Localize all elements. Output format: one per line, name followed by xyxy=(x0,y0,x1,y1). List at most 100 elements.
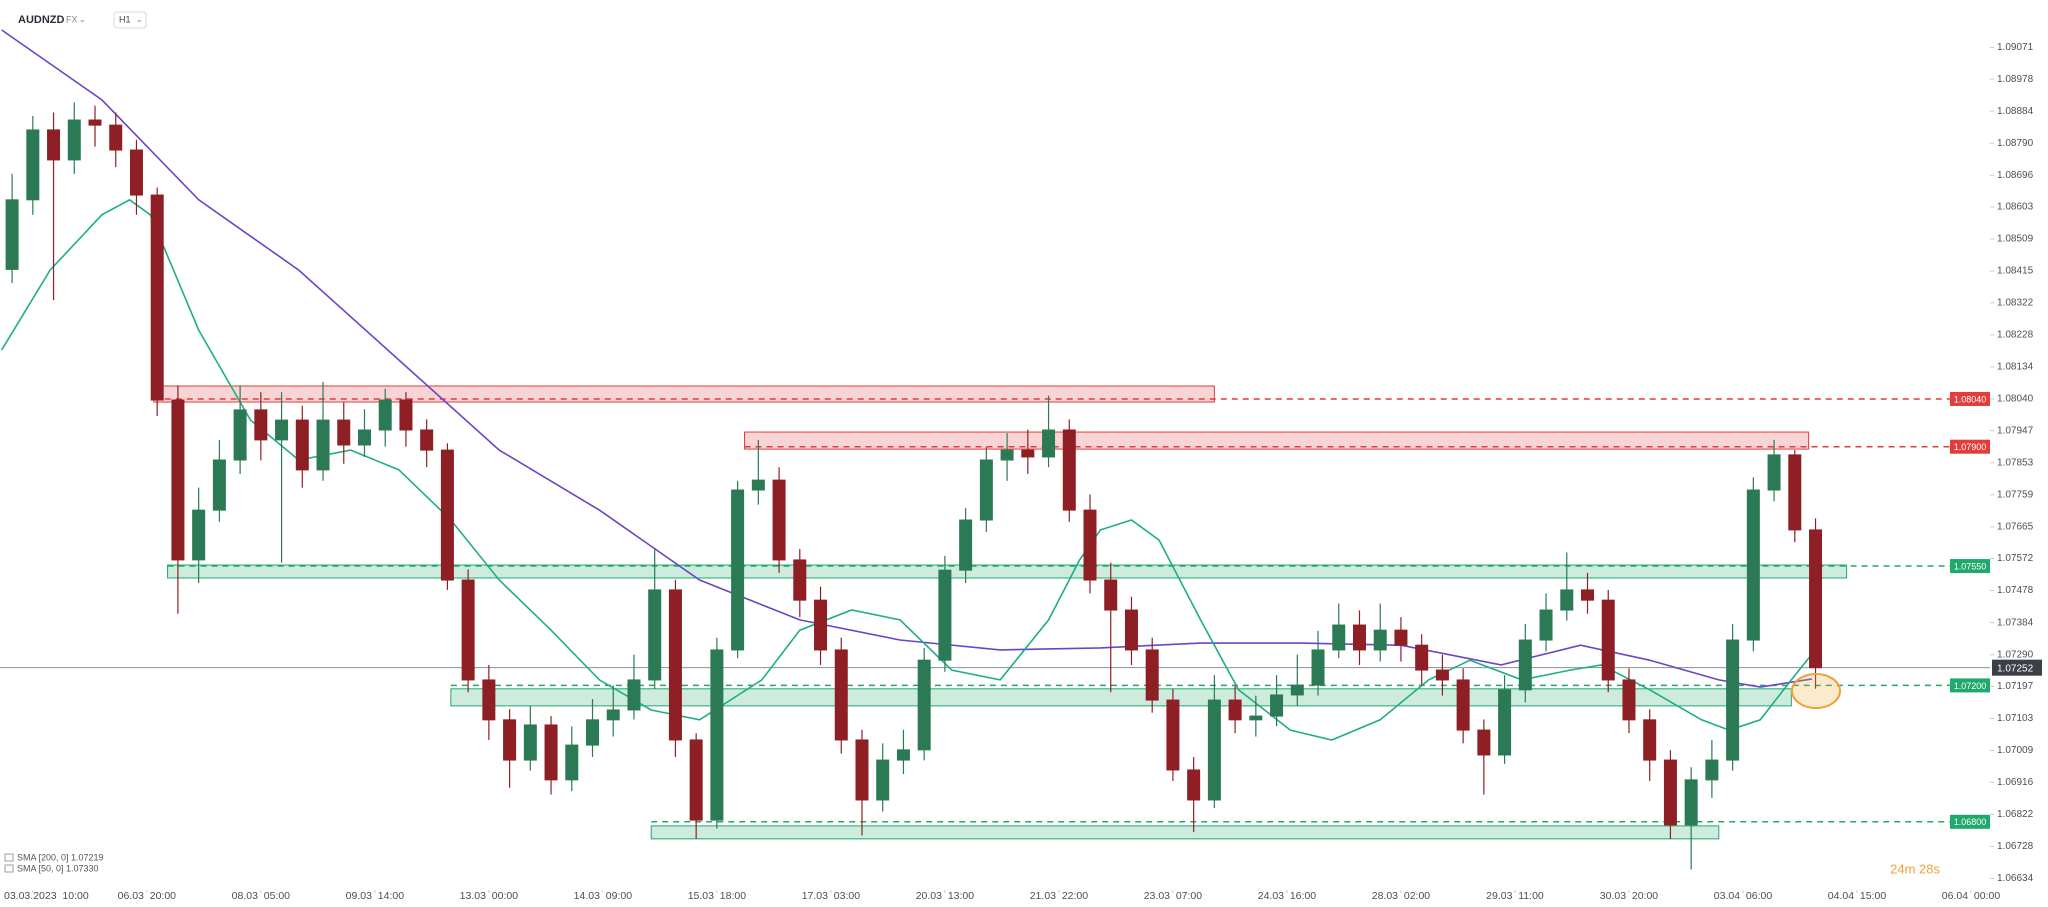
candle-body xyxy=(88,119,102,126)
candle-body xyxy=(1332,624,1346,651)
candle-body xyxy=(503,719,517,761)
candle-body xyxy=(1684,779,1698,826)
candle-body xyxy=(834,649,848,741)
level-tag-label: 1.07550 xyxy=(1954,561,1987,571)
market: FX xyxy=(66,14,78,24)
candle-timer: 24m 28s xyxy=(1890,861,1940,876)
x-tick-label: 08.03 05:00 xyxy=(232,890,291,902)
candle-body xyxy=(316,419,330,471)
x-tick-label: 24.03 16:00 xyxy=(1258,890,1317,902)
candle-body xyxy=(1705,759,1719,781)
candle-body xyxy=(1477,729,1491,756)
x-tick-label: 09.03 14:00 xyxy=(346,890,405,902)
y-tick-label: 1.08509 xyxy=(1997,234,2034,245)
level-zone xyxy=(450,688,1792,707)
level-tag xyxy=(1950,391,1990,406)
y-tick-label: 1.08978 xyxy=(1997,74,2034,85)
candle-body xyxy=(586,719,600,746)
y-tick-label: 1.06822 xyxy=(1997,809,2034,820)
level-tag-label: 1.08040 xyxy=(1954,394,1987,404)
y-tick-label: 1.08603 xyxy=(1997,202,2034,213)
y-tick-label: 1.07197 xyxy=(1997,681,2034,692)
y-tick-label: 1.08790 xyxy=(1997,138,2034,149)
candle-body xyxy=(544,724,558,781)
candle-body xyxy=(212,459,226,511)
candle-body xyxy=(648,589,662,681)
level-tag xyxy=(1950,559,1990,574)
x-tick-label: 28.03 02:00 xyxy=(1372,890,1431,902)
candle-body xyxy=(1124,609,1138,651)
legend-label: SMA [50, 0] 1.07330 xyxy=(17,863,99,873)
legend-icon xyxy=(4,864,14,873)
candle-body xyxy=(1643,719,1657,761)
level-tag-label: 1.06800 xyxy=(1954,817,1987,827)
candle-body xyxy=(357,429,371,446)
candle-body xyxy=(938,569,952,661)
y-tick-label: 1.07665 xyxy=(1997,521,2034,532)
candle-body xyxy=(1000,449,1014,461)
x-tick-label: 29.03 11:00 xyxy=(1486,890,1544,902)
candle-body xyxy=(1435,669,1449,681)
candle-body xyxy=(523,724,537,761)
candle-body xyxy=(233,409,247,461)
candle-body xyxy=(1456,679,1470,731)
candle-body xyxy=(461,579,475,681)
candle-body xyxy=(1270,694,1284,717)
market-dropdown[interactable]: ⌄ xyxy=(79,15,86,24)
y-tick-label: 1.07478 xyxy=(1997,585,2034,596)
candle-body xyxy=(1228,699,1242,721)
x-tick-label: 13.03 00:00 xyxy=(460,890,519,902)
legend-label: SMA [200, 0] 1.07219 xyxy=(17,852,104,862)
candle-body xyxy=(1373,629,1387,651)
candle-body xyxy=(896,749,910,761)
candle-body xyxy=(1249,715,1263,721)
level-tag-label: 1.07200 xyxy=(1954,681,1987,691)
y-tick-label: 1.08696 xyxy=(1997,170,2034,181)
candle-body xyxy=(1311,649,1325,686)
x-tick-label: 03.03.2023 10:00 xyxy=(4,890,89,902)
candle-body xyxy=(1539,609,1553,641)
x-tick-label: 20.03 13:00 xyxy=(916,890,975,902)
y-tick-label: 1.07009 xyxy=(1997,745,2034,756)
level-zone xyxy=(167,564,1848,579)
current-price-tag xyxy=(1992,659,2042,676)
candle-body xyxy=(275,419,289,441)
x-tick-label: 15.03 18:00 xyxy=(688,890,747,902)
candle-body xyxy=(814,599,828,651)
candle-body xyxy=(731,489,745,651)
candle-body xyxy=(295,419,309,471)
candle-body xyxy=(399,399,413,431)
y-tick-label: 1.08040 xyxy=(1997,394,2034,405)
candle-body xyxy=(1352,624,1366,651)
x-tick-label: 04.04 15:00 xyxy=(1828,890,1887,902)
candle-body xyxy=(1788,454,1802,531)
symbol: AUDNZD xyxy=(18,14,64,26)
y-tick-label: 1.09071 xyxy=(1997,42,2034,53)
x-tick-label: 03.04 06:00 xyxy=(1714,890,1773,902)
candle-body xyxy=(5,199,19,270)
y-tick-label: 1.08228 xyxy=(1997,329,2034,340)
candle-body xyxy=(979,459,993,521)
candle-body xyxy=(855,739,869,801)
candle-body xyxy=(710,649,724,821)
candle-body xyxy=(482,679,496,721)
candle-body xyxy=(1062,429,1076,511)
x-tick-label: 21.03 22:00 xyxy=(1030,890,1089,902)
x-tick-label: 06.03 20:00 xyxy=(118,890,177,902)
y-tick-label: 1.06634 xyxy=(1997,873,2034,884)
axis: 1.08040 1.07900 1.07550 1.07200 1.06800 1.090… xyxy=(4,42,2042,902)
candle-body xyxy=(668,589,682,741)
candle-body xyxy=(26,129,40,201)
candle-body xyxy=(47,129,61,161)
candle-body xyxy=(254,409,268,441)
candle-body xyxy=(1663,759,1677,826)
level-tag xyxy=(1950,678,1990,693)
y-tick-label: 1.07103 xyxy=(1997,713,2034,724)
candle-body xyxy=(150,194,164,401)
zones xyxy=(0,385,1990,840)
candle-body xyxy=(420,429,434,451)
interval-selector[interactable] xyxy=(113,11,147,29)
candle-body xyxy=(1021,449,1035,458)
candle-body xyxy=(876,759,890,801)
